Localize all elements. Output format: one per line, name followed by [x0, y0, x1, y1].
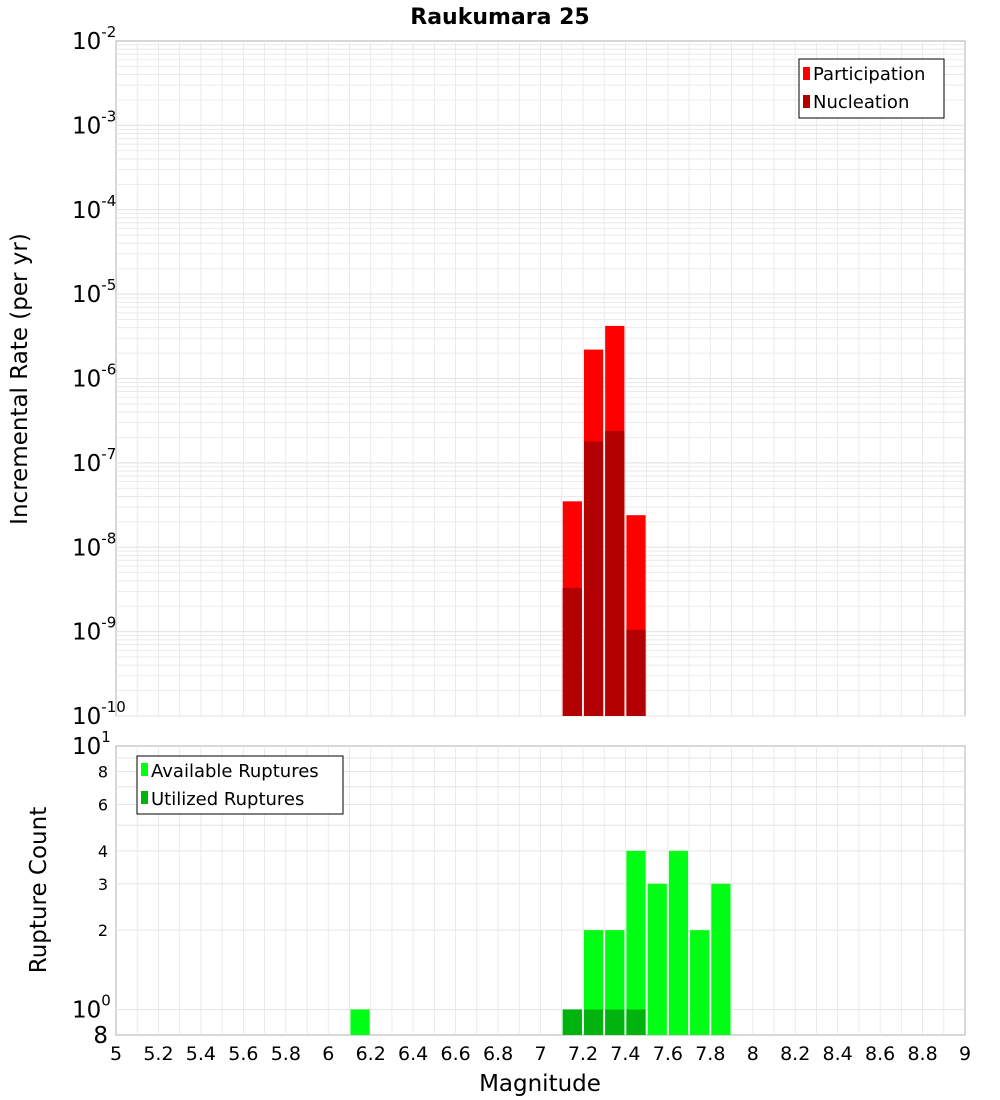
count-legend-box: [136, 755, 344, 815]
rate-y-tick-label: 10-5: [72, 276, 116, 308]
rate-y-tick-label: 10-6: [72, 361, 116, 393]
rate-y-tick-label: 10-10: [72, 698, 126, 730]
available-legend-swatch: [141, 763, 148, 776]
x-tick-label: 8.4: [823, 1043, 853, 1065]
x-tick-label: 8: [747, 1043, 759, 1065]
chart-title: Raukumara 25: [410, 5, 589, 30]
utilized-legend-label: Utilized Ruptures: [151, 789, 304, 810]
x-tick-label: 5: [110, 1043, 122, 1065]
count-y-tick-label: 4: [98, 842, 108, 861]
nucleation-bar: [626, 629, 646, 716]
x-tick-label: 6.4: [398, 1043, 428, 1065]
available-ruptures-bar: [711, 883, 731, 1035]
utilized-legend-swatch: [141, 791, 148, 804]
nucleation-bar: [583, 441, 604, 716]
rate-panel: 10-2 10-3 10-4 10-5 10-6 10-7 10-8 10-9 10-10 In…: [7, 23, 966, 730]
x-tick-label: 5.2: [143, 1043, 173, 1065]
participation-legend-label: Participation: [813, 64, 925, 85]
rate-y-tick-label: 10-7: [72, 445, 116, 477]
available-legend-label: Available Ruptures: [151, 761, 319, 782]
x-tick-label: 8.6: [865, 1043, 895, 1065]
count-bars: [350, 850, 731, 1035]
available-ruptures-bar: [647, 883, 667, 1035]
nucleation-bar: [605, 430, 625, 716]
x-tick-label: 5.4: [186, 1043, 216, 1065]
x-tick-label: 6.8: [483, 1043, 513, 1065]
x-tick-label: 8.8: [907, 1043, 937, 1065]
x-tick-label: 7.6: [653, 1043, 683, 1065]
x-tick-label: 5.6: [228, 1043, 258, 1065]
x-tick-label: 6.2: [356, 1043, 386, 1065]
x-tick-label: 6.6: [440, 1043, 470, 1065]
rate-grid: [116, 41, 965, 717]
utilized-ruptures-bar: [605, 1009, 625, 1035]
count-y-tick-label: 3: [98, 875, 108, 894]
count-y-axis-label: Rupture Count: [26, 807, 52, 973]
available-ruptures-bar: [583, 930, 604, 1035]
available-ruptures-bar: [626, 850, 646, 1035]
count-y-tick-label: 8: [98, 763, 108, 782]
rate-y-axis-label: Incremental Rate (per yr): [7, 233, 33, 525]
participation-legend-swatch: [803, 67, 810, 80]
rate-bars: [562, 325, 646, 716]
nucleation-legend-label: Nucleation: [813, 92, 909, 113]
x-tick-label: 7: [534, 1043, 546, 1065]
x-tick-label: 6: [322, 1043, 334, 1065]
count-x-ticks: 5 5.2 5.4 5.6 5.8 6 6.2 6.4 6.6 6.8 7 7.2 7.4 7.6 7.8 8…: [110, 1043, 971, 1065]
available-ruptures-bar: [690, 930, 710, 1035]
count-legend: Available Ruptures Utilized Ruptures: [136, 755, 344, 815]
rate-y-tick-label: 10-9: [72, 614, 116, 646]
count-y-tick-label: 2: [98, 921, 108, 940]
x-tick-label: 7.4: [610, 1043, 640, 1065]
x-tick-label: 9: [959, 1043, 971, 1065]
utilized-ruptures-bar: [562, 1009, 582, 1035]
count-y-tick-label: 8: [93, 1023, 108, 1049]
nucleation-legend-swatch: [803, 95, 810, 108]
rate-y-tick-label: 10-3: [72, 107, 116, 139]
nucleation-bar: [562, 587, 582, 716]
utilized-ruptures-bar: [626, 1009, 646, 1035]
available-ruptures-bar: [605, 930, 625, 1035]
rate-legend-box: [798, 58, 945, 119]
x-tick-label: 7.2: [568, 1043, 598, 1065]
rate-y-tick-label: 10-2: [72, 23, 116, 55]
x-axis-label: Magnitude: [479, 1071, 601, 1097]
count-y-tick-label: 101: [72, 728, 111, 760]
rate-y-tick-label: 10-8: [72, 529, 116, 561]
count-y-tick-label: 6: [98, 795, 108, 814]
rate-y-ticks: 10-2 10-3 10-4 10-5 10-6 10-7 10-8 10-9 10-10: [72, 23, 126, 730]
available-ruptures-bar: [668, 850, 689, 1035]
x-tick-label: 8.2: [780, 1043, 810, 1065]
rate-y-tick-label: 10-4: [72, 192, 116, 224]
available-ruptures-bar: [350, 1009, 370, 1035]
rate-legend: Participation Nucleation: [798, 58, 945, 119]
x-tick-label: 5.8: [271, 1043, 301, 1065]
utilized-ruptures-bar: [583, 1009, 604, 1035]
count-y-tick-label: 100: [72, 991, 111, 1023]
x-tick-label: 7.8: [695, 1043, 725, 1065]
